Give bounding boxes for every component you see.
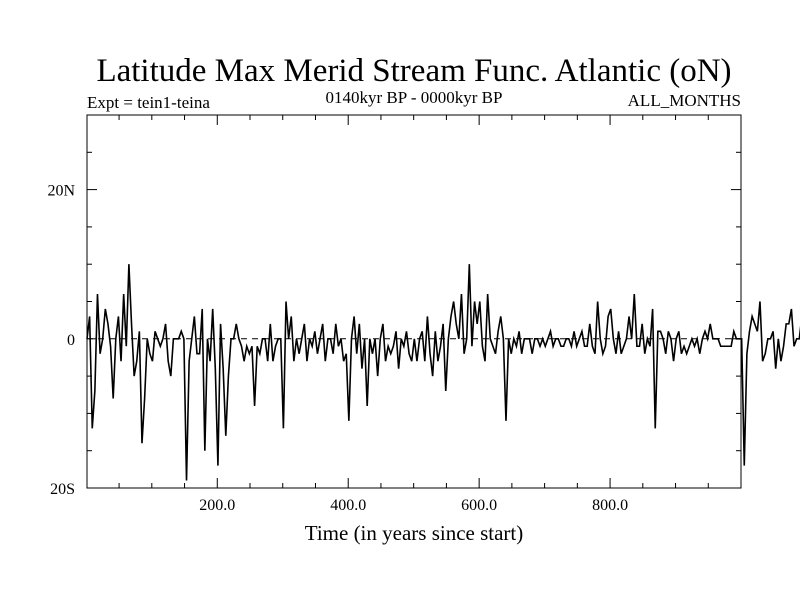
y-tick-label: 0: [67, 332, 75, 349]
subtitle-right: ALL_MONTHS: [628, 91, 741, 110]
series-line: [86, 264, 800, 481]
plot-frame: [86, 114, 742, 489]
y-tick-label: 20N: [47, 183, 75, 200]
x-tick-label: 200.0: [199, 497, 235, 514]
x-axis-label: Time (in years since start): [305, 521, 524, 545]
tick-labels-layer: 200.0 400.0 600.0 800.0 20S 0 20N: [47, 183, 628, 514]
ticks-layer: [87, 115, 741, 488]
x-tick-label: 800.0: [592, 497, 628, 514]
subtitle-center: 0140kyr BP - 0000kyr BP: [326, 88, 503, 107]
chart-title: Latitude Max Merid Stream Func. Atlantic…: [96, 53, 731, 89]
y-tick-label: 20S: [50, 481, 75, 498]
x-tick-label: 400.0: [330, 497, 366, 514]
x-tick-label: 600.0: [461, 497, 497, 514]
subtitle-left: Expt = tein1-teina: [87, 93, 210, 112]
